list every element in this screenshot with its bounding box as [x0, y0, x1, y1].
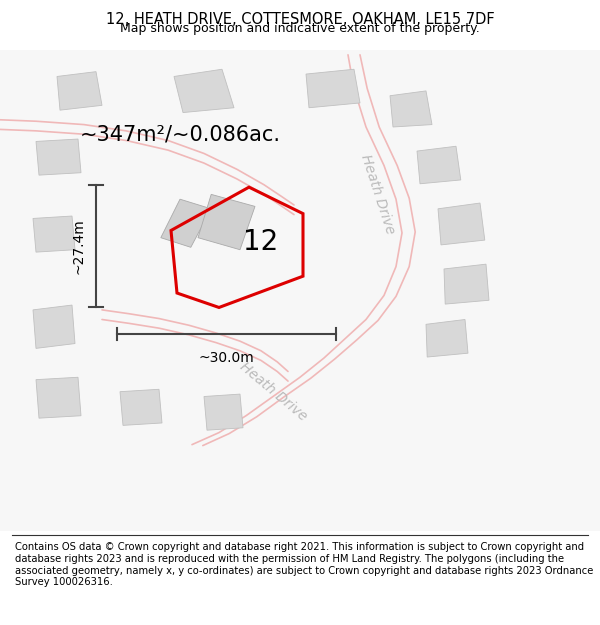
- Text: 12: 12: [244, 228, 278, 256]
- Polygon shape: [36, 139, 81, 175]
- Polygon shape: [120, 389, 162, 426]
- Polygon shape: [390, 91, 432, 127]
- Text: Heath Drive: Heath Drive: [237, 359, 309, 424]
- Polygon shape: [198, 194, 255, 250]
- Polygon shape: [174, 69, 234, 112]
- Polygon shape: [33, 216, 75, 252]
- Text: ~27.4m: ~27.4m: [71, 218, 85, 274]
- Polygon shape: [417, 146, 461, 184]
- Polygon shape: [33, 305, 75, 348]
- Polygon shape: [444, 264, 489, 304]
- Polygon shape: [438, 203, 485, 245]
- Text: Map shows position and indicative extent of the property.: Map shows position and indicative extent…: [120, 22, 480, 35]
- Text: 12, HEATH DRIVE, COTTESMORE, OAKHAM, LE15 7DF: 12, HEATH DRIVE, COTTESMORE, OAKHAM, LE1…: [106, 12, 494, 28]
- Text: ~30.0m: ~30.0m: [199, 351, 254, 365]
- Polygon shape: [306, 69, 360, 108]
- Text: ~347m²/~0.086ac.: ~347m²/~0.086ac.: [79, 124, 281, 144]
- Polygon shape: [57, 72, 102, 110]
- Polygon shape: [36, 378, 81, 418]
- Text: Contains OS data © Crown copyright and database right 2021. This information is : Contains OS data © Crown copyright and d…: [15, 542, 593, 588]
- Polygon shape: [161, 199, 211, 248]
- Polygon shape: [426, 319, 468, 357]
- Polygon shape: [204, 394, 243, 430]
- Text: Heath Drive: Heath Drive: [359, 152, 397, 236]
